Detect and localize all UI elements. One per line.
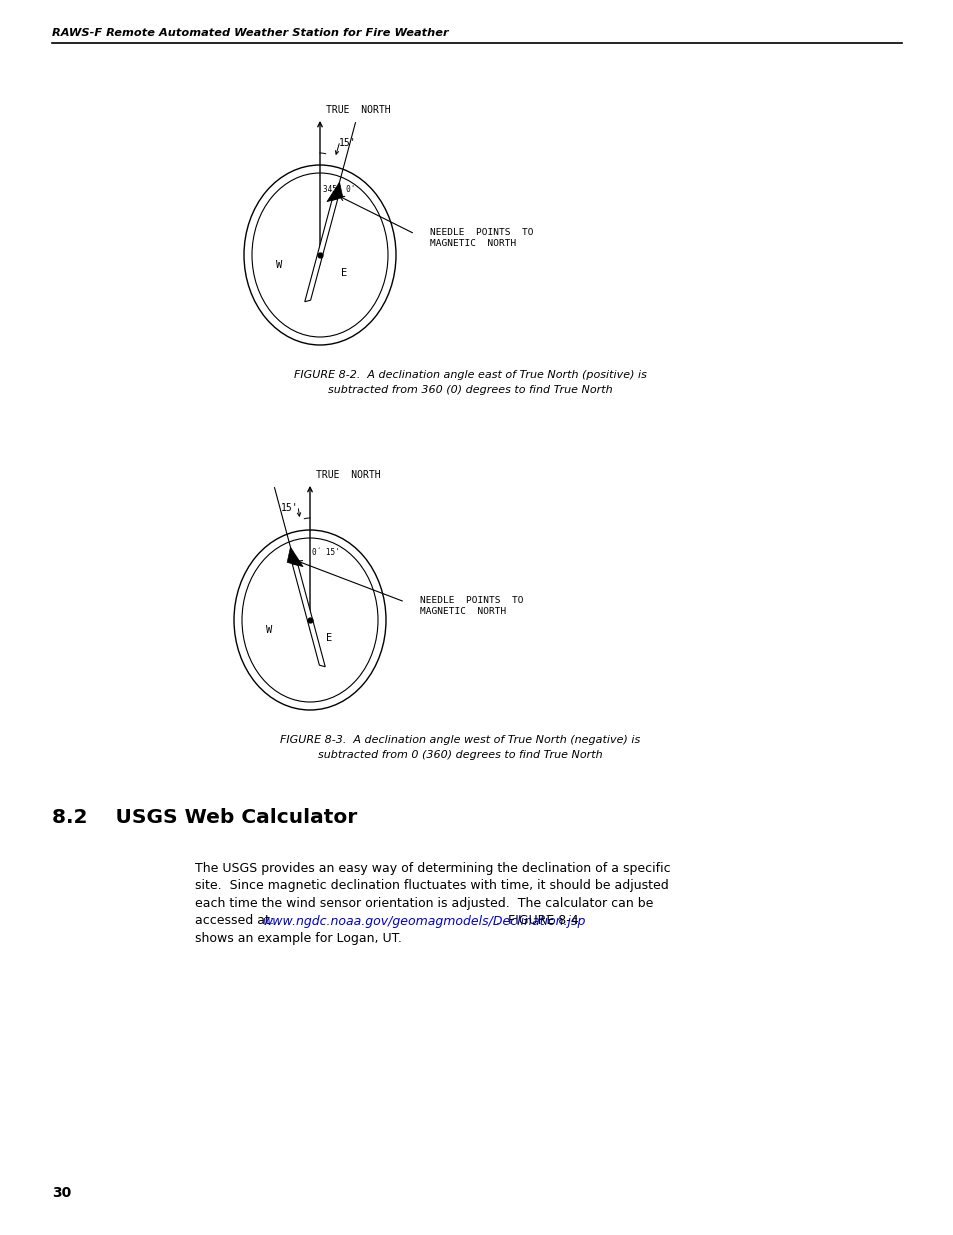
Text: 15': 15' xyxy=(281,503,298,513)
Text: W: W xyxy=(266,625,272,635)
Text: TRUE  NORTH: TRUE NORTH xyxy=(315,471,380,480)
Text: NEEDLE  POINTS  TO: NEEDLE POINTS TO xyxy=(430,228,533,237)
Text: subtracted from 360 (0) degrees to find True North: subtracted from 360 (0) degrees to find … xyxy=(327,385,612,395)
Text: 0´ 15': 0´ 15' xyxy=(312,548,339,557)
Text: MAGNETIC  NORTH: MAGNETIC NORTH xyxy=(419,606,506,616)
Text: shows an example for Logan, UT.: shows an example for Logan, UT. xyxy=(194,932,401,945)
Ellipse shape xyxy=(252,173,388,337)
Text: 8.2    USGS Web Calculator: 8.2 USGS Web Calculator xyxy=(52,808,356,827)
Polygon shape xyxy=(292,563,325,667)
Ellipse shape xyxy=(242,538,377,701)
Text: MAGNETIC  NORTH: MAGNETIC NORTH xyxy=(430,240,516,248)
Polygon shape xyxy=(327,182,342,201)
Text: accessed at:: accessed at: xyxy=(194,914,278,927)
Polygon shape xyxy=(287,547,303,567)
Ellipse shape xyxy=(244,165,395,345)
Text: FIGURE 8-2.  A declination angle east of True North (positive) is: FIGURE 8-2. A declination angle east of … xyxy=(294,370,646,380)
Text: 345° 0': 345° 0' xyxy=(323,185,355,194)
Polygon shape xyxy=(304,199,337,301)
Text: site.  Since magnetic declination fluctuates with time, it should be adjusted: site. Since magnetic declination fluctua… xyxy=(194,879,668,893)
Text: .  FIGURE 8-4: . FIGURE 8-4 xyxy=(496,914,578,927)
Text: 15': 15' xyxy=(339,138,356,148)
Text: NEEDLE  POINTS  TO: NEEDLE POINTS TO xyxy=(419,597,523,605)
Ellipse shape xyxy=(233,530,386,710)
Text: E: E xyxy=(326,634,332,643)
Text: subtracted from 0 (360) degrees to find True North: subtracted from 0 (360) degrees to find … xyxy=(317,750,601,760)
Text: www.ngdc.noaa.gov/geomagmodels/Declination.jsp: www.ngdc.noaa.gov/geomagmodels/Declinati… xyxy=(263,914,586,927)
Text: FIGURE 8-3.  A declination angle west of True North (negative) is: FIGURE 8-3. A declination angle west of … xyxy=(279,735,639,745)
Text: TRUE  NORTH: TRUE NORTH xyxy=(326,105,390,115)
Text: The USGS provides an easy way of determining the declination of a specific: The USGS provides an easy way of determi… xyxy=(194,862,670,876)
Text: each time the wind sensor orientation is adjusted.  The calculator can be: each time the wind sensor orientation is… xyxy=(194,897,653,910)
Text: E: E xyxy=(341,268,347,278)
Text: RAWS-F Remote Automated Weather Station for Fire Weather: RAWS-F Remote Automated Weather Station … xyxy=(52,28,448,38)
Text: 30: 30 xyxy=(52,1186,71,1200)
Text: W: W xyxy=(275,259,282,269)
